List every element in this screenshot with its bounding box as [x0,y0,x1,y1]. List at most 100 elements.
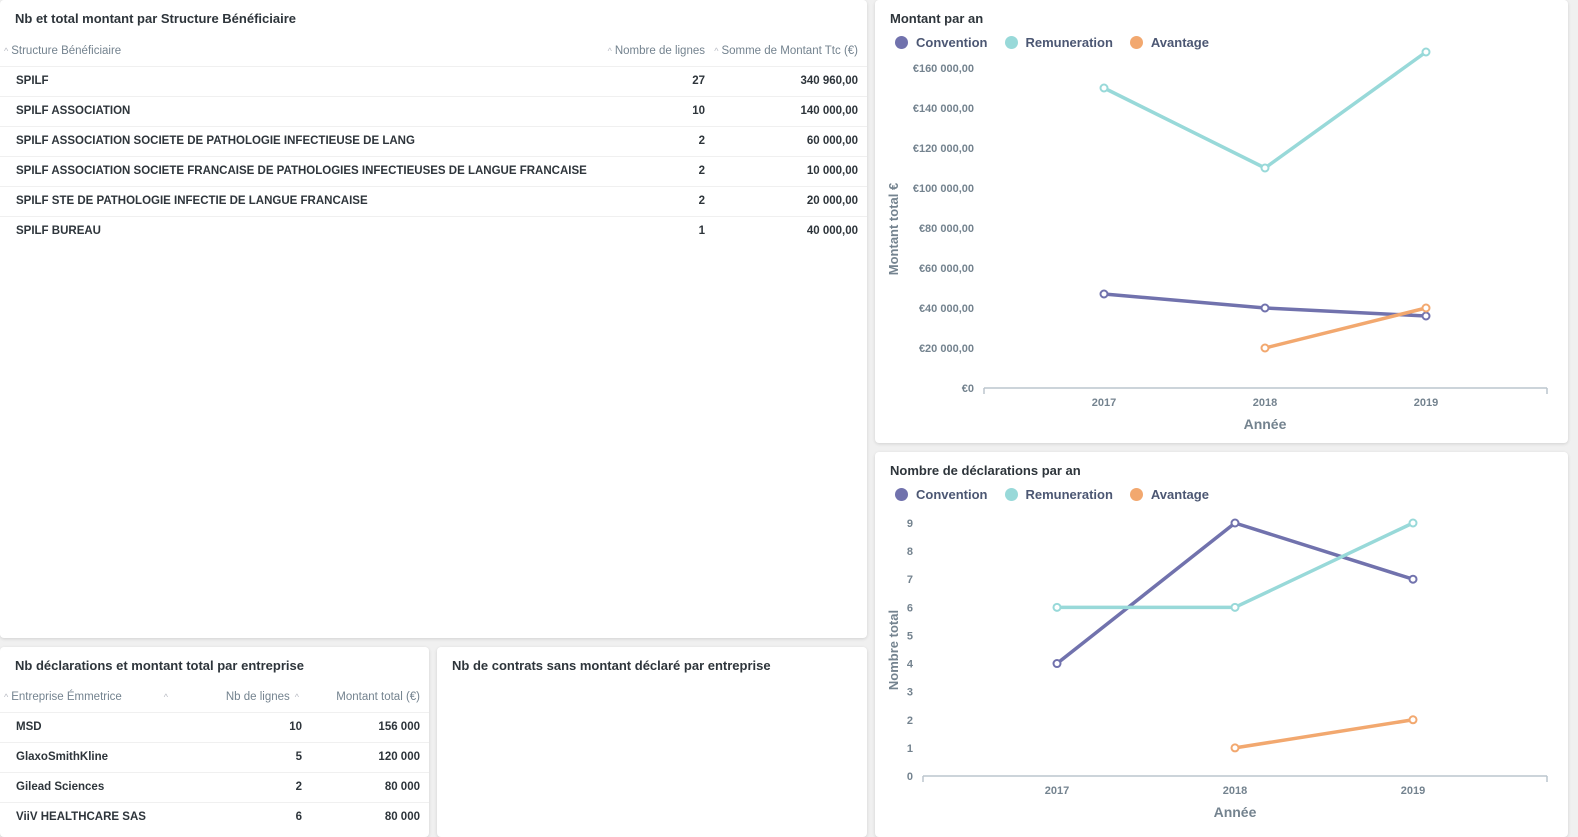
data-point-remuneration [1260,163,1270,173]
data-point-convention [1099,289,1109,299]
card-title[interactable]: Nb de contrats sans montant déclaré par … [452,658,771,673]
cell-name: SPILF BUREAU [0,215,595,246]
series-line-avantage [1263,306,1428,350]
cell-name: SPILF [0,65,595,96]
structure-table: ^ Structure Bénéficiaire ^ Nombre de ligne… [0,36,867,246]
chevron-up-icon: ^ [294,691,299,702]
card-title[interactable]: Nb et total montant par Structure Bénéfi… [15,11,296,26]
column-header-nb-lignes[interactable]: Nb de lignes ^ [225,690,299,703]
table-row[interactable]: MSD 10 156 000 [0,711,429,742]
column-header-montant-total[interactable]: Montant total (€) [336,690,420,703]
x-tick-label: 2019 [1414,397,1438,409]
y-tick-label: €40 000,00 [919,303,974,315]
data-point-remuneration [1408,518,1418,528]
chevron-up-icon: ^ [4,691,9,702]
cell-name: SPILF ASSOCIATION SOCIETE DE PATHOLOGIE … [0,125,595,156]
legend-dot [895,488,908,501]
data-point-convention [1408,574,1418,584]
cell-amount: 40 000,00 [705,215,867,246]
y-tick-label: €0 [962,383,974,395]
data-point-convention [1230,518,1240,528]
cell-name: ViiV HEALTHCARE SAS [0,801,212,832]
y-tick-label: 4 [907,659,914,671]
legend-dot [1129,36,1143,49]
series-line-remuneration [1055,521,1415,610]
column-header-somme-montant[interactable]: ^ Somme de Montant Ttc (€) [714,44,858,57]
data-point-convention [1421,311,1431,321]
legend-item-avantage[interactable]: Avantage [1129,35,1209,50]
y-tick-label: €120 000,00 [913,143,974,155]
column-header-nombre-lignes[interactable]: ^ Nombre de lignes [607,44,705,57]
card-declarations-par-an: Nombre de déclarations par an Convention… [875,452,1568,837]
cell-name: SPILF ASSOCIATION [0,95,595,126]
chart-legend: Convention Remuneration Avantage [895,487,1209,502]
cell-name: MSD [0,711,212,742]
y-tick-label: 8 [907,546,913,558]
legend-item-remuneration[interactable]: Remuneration [1004,35,1113,50]
data-point-remuneration [1421,47,1431,57]
y-tick-label: 5 [907,630,913,642]
cell-amount: 60 000,00 [705,125,867,156]
table-row[interactable]: Gilead Sciences 2 80 000 [0,771,429,802]
legend-item-remuneration[interactable]: Remuneration [1004,487,1113,502]
series-line-avantage [1233,718,1415,750]
card-title[interactable]: Nb déclarations et montant total par ent… [15,658,304,673]
cell-name: SPILF ASSOCIATION SOCIETE FRANCAISE DE P… [0,155,595,186]
cell-count: 10 [595,95,705,126]
table-row[interactable]: ViiV HEALTHCARE SAS 6 80 000 [0,801,429,832]
chevron-up-icon: ^ [4,45,9,56]
x-tick-label: 2018 [1223,785,1247,797]
legend-dot [1004,36,1018,49]
cell-name: GlaxoSmithKline [0,741,212,772]
series-line-remuneration [1102,50,1428,170]
table-row[interactable]: SPILF STE DE PATHOLOGIE INFECTIE DE LANG… [0,185,867,216]
data-point-avantage [1230,743,1240,753]
legend-item-avantage[interactable]: Avantage [1129,487,1209,502]
cell-count: 5 [212,741,302,772]
table-header-row: ^ Entreprise Émmetrice ^ Nb de lignes ^ Mon… [0,682,429,712]
chevron-up-icon: ^ [607,45,612,56]
data-point-convention [1260,303,1270,313]
table-row[interactable]: SPILF BUREAU 1 40 000,00 [0,215,867,246]
y-axis-label: Nombre total [886,610,901,690]
card-title[interactable]: Nombre de déclarations par an [890,463,1081,478]
column-header-structure[interactable]: ^ Structure Bénéficiaire [4,44,122,57]
cell-count: 2 [595,125,705,156]
table-row[interactable]: SPILF ASSOCIATION 10 140 000,00 [0,95,867,126]
y-tick-label: €20 000,00 [919,343,974,355]
x-tick-label: 2017 [1092,397,1116,409]
chart-legend: Convention Remuneration Avantage [895,35,1209,50]
x-tick-label: 2018 [1253,397,1277,409]
legend-item-convention[interactable]: Convention [895,487,988,502]
y-tick-label: €140 000,00 [913,103,974,115]
cell-amount: 80 000 [302,771,429,802]
y-tick-label: €100 000,00 [913,183,974,195]
y-tick-label: 1 [907,743,913,755]
legend-item-convention[interactable]: Convention [895,35,988,50]
legend-dot [895,36,908,49]
declarations-line-chart: 0 1 2 3 4 5 6 7 8 9 2017 2018 2019 Année Nombre total [886,518,1548,820]
cell-count: 1 [595,215,705,246]
cell-amount: 156 000 [302,711,429,742]
cell-name: SPILF STE DE PATHOLOGIE INFECTIE DE LANG… [0,185,595,216]
data-point-avantage [1421,303,1431,313]
y-tick-label: €60 000,00 [919,263,974,275]
x-axis-label: Année [1214,804,1257,820]
y-tick-label: 9 [907,518,913,530]
cell-count: 10 [212,711,302,742]
y-tick-label: 7 [907,574,913,586]
table-row[interactable]: SPILF 27 340 960,00 [0,65,867,96]
card-title[interactable]: Montant par an [890,11,984,26]
table-row[interactable]: GlaxoSmithKline 5 120 000 [0,741,429,772]
cell-count: 27 [595,65,705,96]
entreprise-table: ^ Entreprise Émmetrice ^ Nb de lignes ^ Mon… [0,682,429,832]
table-row[interactable]: SPILF ASSOCIATION SOCIETE FRANCAISE DE P… [0,155,867,186]
table-row[interactable]: SPILF ASSOCIATION SOCIETE DE PATHOLOGIE … [0,125,867,156]
y-tick-label: €80 000,00 [919,223,974,235]
cell-amount: 80 000 [302,801,429,832]
data-point-convention [1052,659,1062,669]
series-line-convention [1055,521,1415,666]
data-point-remuneration [1099,83,1109,93]
column-header-entreprise[interactable]: ^ Entreprise Émmetrice ^ [4,690,169,703]
cell-count: 2 [595,155,705,186]
